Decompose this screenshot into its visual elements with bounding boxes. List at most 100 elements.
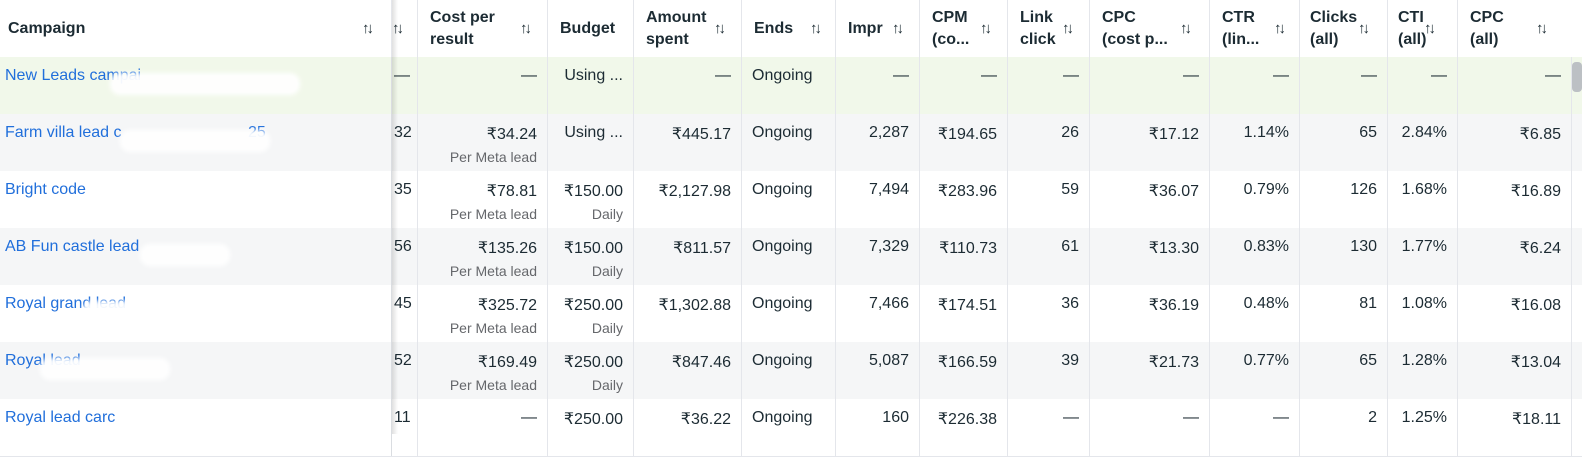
- cell-subtext: Daily: [591, 377, 623, 393]
- column-header-cpm[interactable]: CPM (co... ↑↓: [920, 0, 1008, 57]
- table-row[interactable]: Farm villa lead c2532 ₹34.24 Per Meta lead…: [0, 114, 1582, 172]
- sort-icon[interactable]: ↑↓: [1358, 20, 1370, 37]
- column-header-link-click[interactable]: Link click ↑↓: [1008, 0, 1090, 57]
- column-header-cpc-all[interactable]: CPC (all) ↑↓: [1458, 0, 1572, 57]
- column-header-label: CPC: [1102, 8, 1136, 26]
- sort-icon[interactable]: ↑↓: [980, 20, 992, 37]
- cell-ends: Ongoing: [742, 342, 836, 399]
- sort-icon[interactable]: ↑↓: [1424, 20, 1436, 37]
- column-header-clicks-all[interactable]: Clicks (all) ↑↓: [1300, 0, 1388, 57]
- vertical-scrollbar[interactable]: [1572, 62, 1582, 92]
- cell-value: 61: [1061, 238, 1079, 255]
- cell-budget: ₹250.00 Daily: [548, 342, 634, 399]
- campaign-name-link[interactable]: Bright code: [5, 181, 86, 198]
- sort-icon[interactable]: ↑↓: [520, 20, 532, 37]
- cell-results: 32: [392, 114, 418, 171]
- frozen-column-shadow: [392, 0, 398, 434]
- cell-ctr-all: 2.84%: [1388, 114, 1458, 171]
- cell-cpc: ₹36.19: [1090, 285, 1210, 342]
- column-header-label: Budget: [560, 19, 616, 37]
- sort-icon[interactable]: ↑↓: [1536, 20, 1548, 37]
- column-header-label: CTI: [1398, 8, 1424, 26]
- column-header-label: spent: [646, 30, 689, 48]
- cell-link: 59: [1008, 171, 1090, 228]
- cell-ctr-all: 1.25%: [1388, 399, 1458, 456]
- sort-icon[interactable]: ↑↓: [714, 20, 726, 37]
- cell-value: 59: [1061, 181, 1079, 198]
- cell-spent: ₹36.22: [634, 399, 742, 456]
- column-header-impressions[interactable]: Impr ↑↓: [836, 0, 920, 57]
- cell-value: 1.77%: [1401, 238, 1447, 255]
- table-row[interactable]: Bright code 35 ₹78.81 Per Meta lead ₹150.00 D…: [0, 171, 1582, 229]
- cell-cpr: ₹135.26 Per Meta lead: [418, 228, 548, 285]
- cell-value: ₹18.11: [1511, 411, 1561, 428]
- sort-icon[interactable]: ↑↓: [1180, 20, 1192, 37]
- cell-budget: ₹150.00 Daily: [548, 228, 634, 285]
- cell-value: —: [1183, 409, 1199, 426]
- table-row[interactable]: Royal lead52 ₹169.49 Per Meta lead ₹250.00 D…: [0, 342, 1582, 400]
- cell-value: 2.84%: [1401, 124, 1447, 141]
- column-header-amount-spent[interactable]: Amount spent ↑↓: [634, 0, 742, 57]
- cell-value: Ongoing: [752, 409, 813, 426]
- cell-ctr-all: 1.08%: [1388, 285, 1458, 342]
- cell-value: 35: [394, 181, 412, 198]
- cell-results: 11: [392, 399, 418, 456]
- cell-value: —: [715, 67, 731, 84]
- cell-value: Ongoing: [752, 352, 813, 369]
- table-row[interactable]: Royal lead carc 11 — ₹250.00 ₹36.22 Ongoing 16…: [0, 399, 1582, 457]
- sort-icon[interactable]: ↑↓: [892, 20, 904, 37]
- cell-ctr: 0.79%: [1210, 171, 1300, 228]
- column-header-campaign[interactable]: Campaign ↑↓: [0, 0, 392, 57]
- sort-icon[interactable]: ↑↓: [1062, 20, 1074, 37]
- cell-ends: Ongoing: [742, 399, 836, 456]
- cell-value: ₹36.22: [680, 411, 731, 428]
- cell-subtext: Daily: [591, 263, 623, 279]
- cell-cpm: ₹110.73: [920, 228, 1008, 285]
- cell-value: —: [1431, 67, 1447, 84]
- campaign-name-link[interactable]: New Leads campai: [5, 67, 142, 84]
- sort-icon[interactable]: ↑↓: [1274, 20, 1286, 37]
- column-header-label: Cost per: [430, 8, 495, 26]
- cell-value: 130: [1350, 238, 1377, 255]
- cell-value: 56: [394, 238, 412, 255]
- campaign-name-link[interactable]: AB Fun castle lead: [5, 238, 140, 255]
- cell-ctr: 0.83%: [1210, 228, 1300, 285]
- cell-link: 61: [1008, 228, 1090, 285]
- cell-value: ₹16.89: [1510, 183, 1561, 200]
- cell-value: ₹174.51: [937, 297, 997, 314]
- campaign-name-cell: New Leads campai: [0, 57, 392, 114]
- table-row[interactable]: New Leads campai — — Using ... — Ongoing — — — — —…: [0, 57, 1582, 115]
- cell-cpc: ₹17.12: [1090, 114, 1210, 171]
- campaign-name-cell: Bright code: [0, 171, 392, 228]
- campaign-name-cell: AB Fun castle lead: [0, 228, 392, 285]
- column-header-cpc-cost[interactable]: CPC (cost p... ↑↓: [1090, 0, 1210, 57]
- cell-value: 1.08%: [1401, 295, 1447, 312]
- campaign-name-link[interactable]: Royal lead carc: [5, 409, 116, 426]
- campaign-name-link[interactable]: Farm villa lead c: [5, 124, 122, 141]
- column-header-ctr-link[interactable]: CTR (lin... ↑↓: [1210, 0, 1300, 57]
- sort-icon[interactable]: ↑↓: [810, 20, 822, 37]
- sort-icon[interactable]: ↑↓: [362, 20, 374, 37]
- cell-value: —: [1183, 67, 1199, 84]
- column-header-budget[interactable]: Budget: [548, 0, 634, 57]
- cell-budget: Using ...: [548, 57, 634, 114]
- cell-cpm: ₹174.51: [920, 285, 1008, 342]
- column-header-results[interactable]: ↑↓: [392, 0, 418, 57]
- table-header: Campaign ↑↓ ↑↓ Cost per result ↑↓ Budget…: [0, 0, 1582, 58]
- table-row[interactable]: AB Fun castle lead 56 ₹135.26 Per Meta lead…: [0, 228, 1582, 286]
- column-header-ctr-all[interactable]: CTI (all) ↑↓: [1388, 0, 1458, 57]
- column-header-ends[interactable]: Ends ↑↓: [742, 0, 836, 57]
- cell-value: —: [981, 67, 997, 84]
- cell-clicks: 2: [1300, 399, 1388, 456]
- cell-link: 39: [1008, 342, 1090, 399]
- cell-value: ₹250.00: [563, 411, 623, 428]
- cell-value: 26: [1061, 124, 1079, 141]
- column-header-label: (cost p...: [1102, 30, 1168, 48]
- cell-clicks: 65: [1300, 342, 1388, 399]
- cell-value: ₹847.46: [671, 354, 731, 371]
- campaign-name-cell: Royal grand lead: [0, 285, 392, 342]
- column-header-cost-per-result[interactable]: Cost per result ↑↓: [418, 0, 548, 57]
- cell-value: ₹17.12: [1148, 126, 1199, 143]
- cell-budget: ₹250.00 Daily: [548, 285, 634, 342]
- table-row[interactable]: Royal grand lead 45 ₹325.72 Per Meta lead ₹2…: [0, 285, 1582, 343]
